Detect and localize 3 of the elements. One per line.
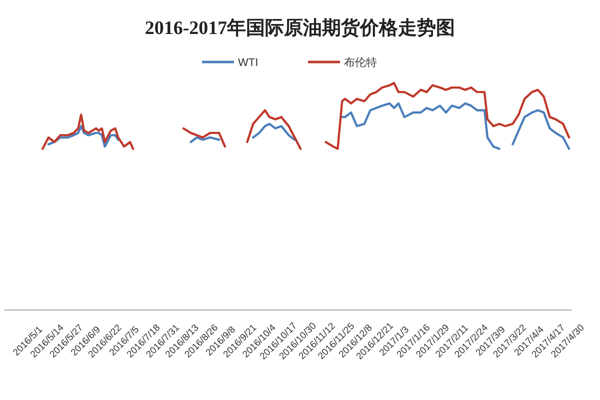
- legend-label: WTI: [238, 57, 258, 69]
- legend-label: 布伦特: [344, 57, 377, 69]
- chart-title: 2016-2017年国际原油期货价格走势图: [144, 17, 456, 39]
